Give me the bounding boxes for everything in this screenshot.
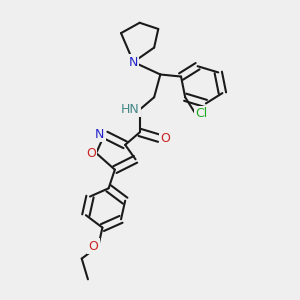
Text: HN: HN	[121, 103, 140, 116]
Text: Cl: Cl	[196, 107, 208, 120]
Text: O: O	[88, 240, 98, 253]
Text: O: O	[86, 147, 96, 160]
Text: O: O	[160, 132, 170, 145]
Text: N: N	[129, 56, 138, 69]
Text: N: N	[95, 128, 104, 141]
